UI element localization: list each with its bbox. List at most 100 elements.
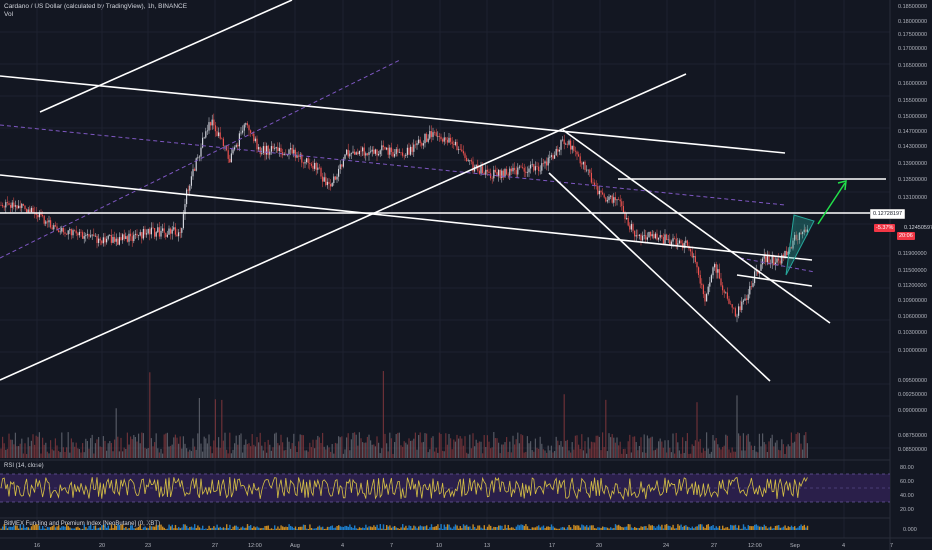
- candle-body: [115, 238, 117, 242]
- bitmex-bar: [539, 527, 541, 530]
- volume-bar: [538, 448, 540, 458]
- volume-bar: [198, 398, 200, 458]
- svg-text:0.10900000: 0.10900000: [898, 298, 927, 304]
- volume-bar: [490, 448, 492, 458]
- volume-bar: [402, 446, 404, 458]
- candle-body: [720, 278, 722, 286]
- dashed-guide-lines[interactable]: [0, 59, 816, 273]
- bitmex-bar: [288, 524, 290, 530]
- volume-bar: [491, 447, 493, 458]
- volume-bar: [781, 439, 783, 458]
- svg-text:24: 24: [663, 543, 669, 549]
- bitmex-bar: [2, 526, 4, 530]
- candle-body: [394, 154, 396, 157]
- candle-body: [38, 212, 40, 218]
- volume-bar: [18, 446, 20, 458]
- candle-body: [675, 238, 677, 245]
- bitmex-bar: [598, 527, 601, 530]
- candle-body: [339, 164, 341, 169]
- candle-body: [165, 232, 167, 237]
- candle-body: [11, 202, 13, 208]
- volume-bar: [168, 446, 170, 458]
- bitmex-bar: [738, 525, 740, 530]
- price-axis[interactable]: 0.18500000 0.18000000 0.17500000 0.17000…: [898, 4, 927, 453]
- bitmex-bar: [528, 528, 530, 530]
- time-axis[interactable]: 16 20 23 27 12:00 Aug 4 7 10 13 17 20 24…: [34, 543, 893, 549]
- volume-bar: [576, 435, 578, 458]
- volume-bar: [286, 437, 288, 458]
- volume-bar: [213, 440, 215, 458]
- bitmex-bar: [173, 528, 175, 530]
- horizontal-level-price-tag[interactable]: 0.12728197: [870, 209, 906, 219]
- bitmex-bar: [443, 524, 445, 530]
- volume-bar: [450, 438, 452, 458]
- candle-body: [390, 147, 392, 152]
- volume-bar: [261, 445, 263, 458]
- candle-body: [677, 243, 679, 245]
- volume-bar: [485, 447, 487, 458]
- bitmex-bar: [437, 524, 439, 530]
- candle-body: [669, 239, 671, 245]
- volume-bar: [461, 438, 463, 458]
- volume-bar: [144, 447, 146, 458]
- candle-body: [19, 205, 21, 208]
- volume-bar: [586, 453, 588, 458]
- bitmex-bar: [213, 526, 215, 530]
- volume-bar: [619, 441, 621, 458]
- rsi-axis[interactable]: 80.00 60.00 40.00 20.00: [900, 465, 914, 513]
- bitmex-bar: [194, 524, 196, 530]
- volume-bar: [800, 443, 802, 458]
- candle-body: [342, 158, 344, 167]
- candle-body: [448, 137, 450, 143]
- bitmex-bar: [597, 527, 599, 530]
- bitmex-bar: [99, 527, 101, 530]
- bitmex-bar: [37, 524, 39, 530]
- bitmex-bar: [790, 525, 793, 530]
- bitmex-bar: [694, 526, 697, 530]
- candle-body: [14, 205, 16, 207]
- volume-bar: [424, 433, 426, 458]
- candle-body: [312, 165, 314, 169]
- bitmex-bar: [525, 524, 527, 530]
- candle-body: [147, 228, 149, 234]
- candle-body: [701, 283, 703, 286]
- candle-body: [685, 240, 687, 243]
- candle-body: [382, 145, 384, 148]
- svg-text:0.16500000: 0.16500000: [898, 63, 927, 69]
- candle-body: [509, 168, 511, 176]
- bitmex-bar: [446, 524, 449, 530]
- candle-body: [306, 158, 308, 163]
- volume-bar: [32, 434, 34, 458]
- volume-bar: [93, 453, 95, 458]
- bitmex-bar: [662, 528, 665, 530]
- candle-body: [349, 153, 351, 157]
- volume-bar: [91, 434, 93, 458]
- trendlines[interactable]: [0, 0, 890, 382]
- volume-bar: [24, 443, 26, 458]
- candle-body: [582, 161, 584, 165]
- candle-body: [469, 160, 471, 161]
- bitmex-bar: [22, 524, 25, 530]
- bitmex-bar: [747, 525, 749, 530]
- bitmex-bar: [315, 528, 317, 530]
- candle-body: [637, 235, 639, 236]
- bitmex-bar: [0, 528, 2, 530]
- bitmex-bar: [459, 526, 461, 530]
- candle-body: [131, 236, 133, 242]
- wedge-pattern[interactable]: [785, 214, 815, 276]
- candle-body: [122, 234, 124, 241]
- projection-arrow[interactable]: [817, 182, 846, 225]
- volume-bar: [566, 439, 568, 458]
- svg-text:60.00: 60.00: [900, 479, 914, 485]
- bitmex-bar: [637, 527, 639, 530]
- candle-body: [293, 149, 295, 154]
- candle-body: [315, 162, 317, 170]
- bitmex-bar: [261, 528, 263, 530]
- candle-body: [550, 155, 552, 157]
- bitmex-pane-label: BitMEX Funding and Premium Index [NeoBut…: [4, 521, 161, 527]
- bitmex-bar: [547, 526, 549, 530]
- candle-body: [520, 166, 522, 168]
- candle-body: [699, 274, 701, 284]
- bitmex-bar: [573, 524, 575, 530]
